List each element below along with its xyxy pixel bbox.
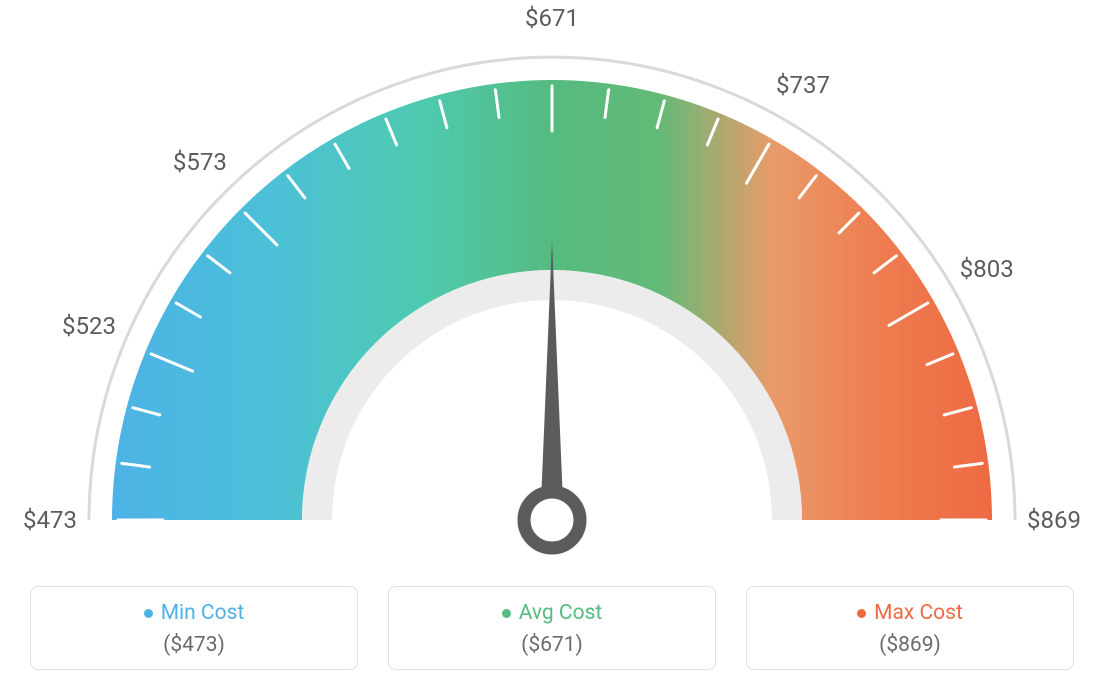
scale-label: $869 — [1027, 506, 1081, 534]
legend-value-max: ($869) — [757, 633, 1063, 657]
legend-title-max: Max Cost — [857, 601, 963, 625]
gauge-area: $473 $523 $573 $671 $737 $803 $869 — [0, 0, 1104, 560]
cost-gauge-chart: $473 $523 $573 $671 $737 $803 $869 Min Cost ($… — [0, 0, 1104, 690]
scale-label: $573 — [173, 148, 227, 176]
legend-dot-avg — [502, 609, 511, 618]
legend-dot-max — [857, 609, 866, 618]
scale-label: $473 — [23, 506, 77, 534]
legend-row: Min Cost ($473) Avg Cost ($671) Max Cost… — [0, 586, 1104, 670]
legend-title-min: Min Cost — [144, 601, 245, 625]
scale-label: $803 — [960, 255, 1014, 283]
legend-title-avg: Avg Cost — [502, 601, 603, 625]
scale-label: $523 — [62, 312, 116, 340]
legend-label-min: Min Cost — [161, 601, 245, 625]
scale-label: $671 — [525, 4, 579, 32]
legend-value-min: ($473) — [41, 633, 347, 657]
legend-card-max: Max Cost ($869) — [746, 586, 1074, 670]
legend-value-avg: ($671) — [399, 633, 705, 657]
legend-label-avg: Avg Cost — [519, 601, 603, 625]
legend-dot-min — [144, 609, 153, 618]
legend-card-min: Min Cost ($473) — [30, 586, 358, 670]
gauge-svg — [0, 0, 1104, 560]
legend-card-avg: Avg Cost ($671) — [388, 586, 716, 670]
legend-label-max: Max Cost — [874, 601, 963, 625]
scale-label: $737 — [776, 71, 830, 99]
